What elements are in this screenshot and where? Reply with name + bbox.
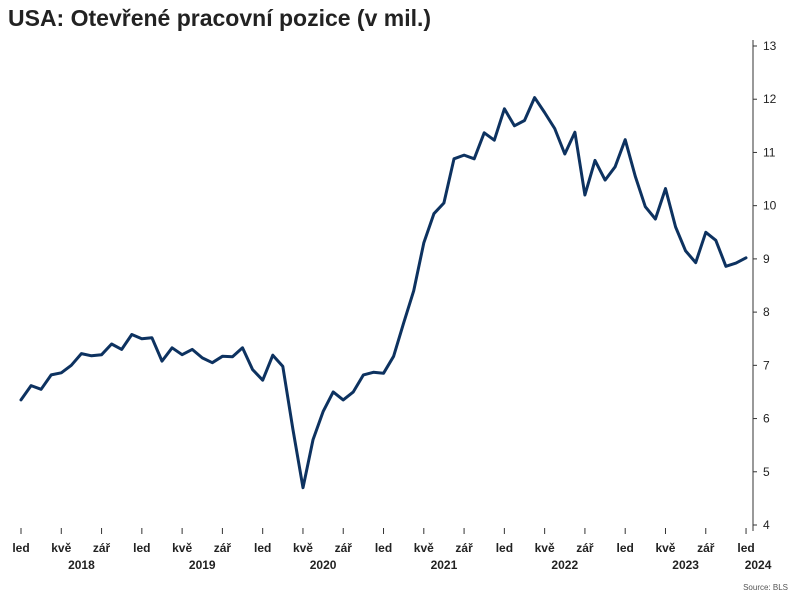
x-year-label: 2024 [745,558,772,572]
source-note: Source: BLS [743,583,788,592]
x-tick-label: kvě [655,541,675,555]
series-line [19,96,748,490]
y-tick-label: 12 [763,92,777,106]
x-tick-label: led [496,541,513,555]
chart-title: USA: Otevřené pracovní pozice (v mil.) [8,5,432,31]
x-tick-label: kvě [172,541,192,555]
x-tick-label: led [617,541,634,555]
y-tick-label: 7 [763,358,770,372]
x-tick-label: zář [214,541,232,555]
x-year-label: 2023 [672,558,699,572]
y-tick-label: 6 [763,412,770,426]
x-year-label: 2021 [431,558,458,572]
x-tick-label: zář [93,541,111,555]
x-tick-label: led [254,541,271,555]
y-tick-label: 10 [763,199,777,213]
x-tick-label: led [375,541,392,555]
x-year-label: 2019 [189,558,216,572]
y-tick-label: 11 [763,145,776,159]
y-tick-label: 13 [763,39,777,53]
x-tick-label: led [12,541,29,555]
x-tick-label: kvě [293,541,313,555]
x-tick-label: led [133,541,150,555]
x-tick-label: kvě [414,541,434,555]
y-tick-label: 4 [763,518,770,532]
x-year-label: 2020 [310,558,337,572]
y-tick-label: 5 [763,465,770,479]
x-tick-label: led [737,541,754,555]
x-tick-label: zář [697,541,715,555]
y-tick-label: 9 [763,252,770,266]
y-tick-label: 8 [763,305,770,319]
x-year-label: 2022 [551,558,578,572]
x-tick-label: kvě [535,541,555,555]
x-tick-label: zář [335,541,353,555]
x-tick-label: zář [576,541,594,555]
x-year-label: 2018 [68,558,95,572]
x-tick-label: kvě [51,541,71,555]
x-tick-label: zář [455,541,473,555]
